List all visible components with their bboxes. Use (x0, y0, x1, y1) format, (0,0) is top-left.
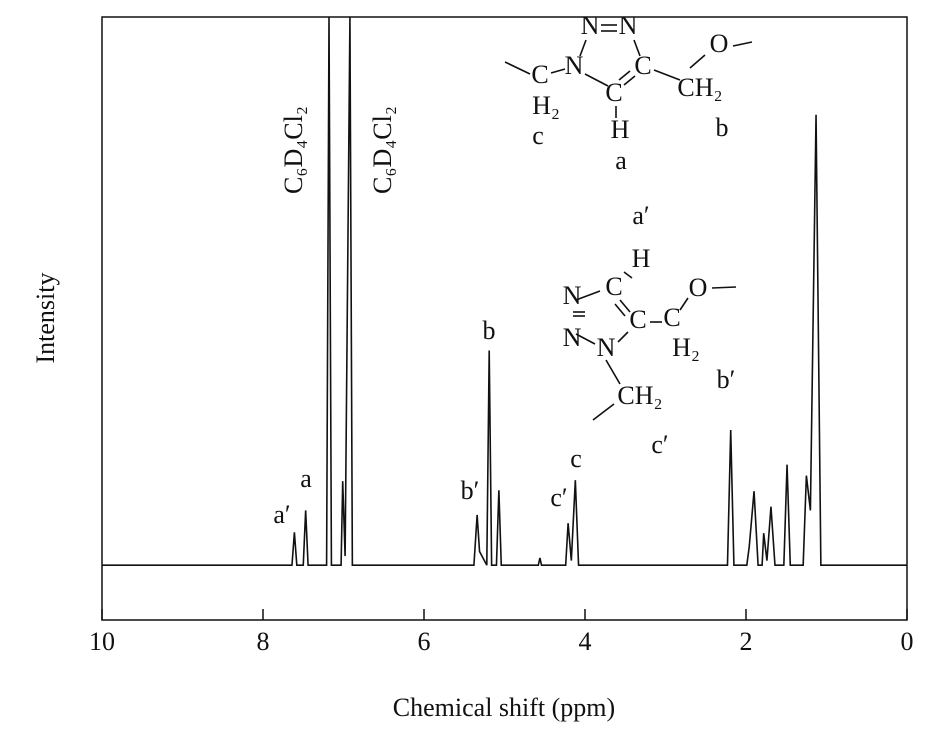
x-axis-label: Chemical shift (ppm) (393, 693, 615, 722)
y-axis-label: Intensity (31, 273, 60, 364)
structure-atom: b′ (717, 365, 736, 394)
structure-atom: N (581, 11, 600, 40)
structure-atom: N (563, 281, 582, 310)
peak-label: c′ (550, 483, 567, 512)
structure-atom: H (611, 115, 630, 144)
structure-atom: C (605, 272, 622, 301)
structure-atom: C (634, 51, 651, 80)
x-tick-label: 8 (257, 627, 270, 656)
peak-label: b′ (461, 476, 480, 505)
structure-atom: H (632, 244, 651, 273)
plot-frame (101, 16, 908, 621)
structure-atom: H₂ (672, 333, 700, 362)
spectrum-line (102, 17, 907, 566)
x-tick-label: 6 (418, 627, 431, 656)
x-tick-label: 2 (740, 627, 753, 656)
structure-atom: CH₂ (677, 73, 722, 102)
structure-atom: C (629, 305, 646, 334)
structure-atom: O (689, 273, 708, 302)
peak-label: b (483, 316, 496, 345)
structure-atom: N (597, 333, 616, 362)
structure-atom: c (532, 121, 544, 150)
structure-atom: a (615, 146, 627, 175)
structure-atom: CH₂ (617, 381, 662, 410)
structure-atom: O (710, 29, 729, 58)
structure-atom: a′ (632, 201, 649, 230)
solvent-label: C₆D₄Cl₂ (279, 106, 308, 194)
structure-atom: c′ (651, 430, 668, 459)
structure-bonds (504, 24, 753, 421)
peak-label: a (300, 464, 312, 493)
peak-label: c (570, 444, 582, 473)
structure-atom: b (716, 113, 729, 142)
structure-atom: C (605, 78, 622, 107)
peak-label: a′ (273, 500, 290, 529)
structure-atom: N (619, 11, 638, 40)
x-tick-label: 10 (89, 627, 115, 656)
solvent-label: C₆D₄Cl₂ (368, 106, 397, 194)
x-tick-label: 0 (901, 627, 914, 656)
structure-atom: N (563, 323, 582, 352)
structure-atom: C (531, 60, 548, 89)
structure-atom: C (663, 303, 680, 332)
x-tick-label: 4 (579, 627, 592, 656)
structure-atom: H₂ (532, 91, 560, 120)
structure-atom: N (565, 51, 584, 80)
